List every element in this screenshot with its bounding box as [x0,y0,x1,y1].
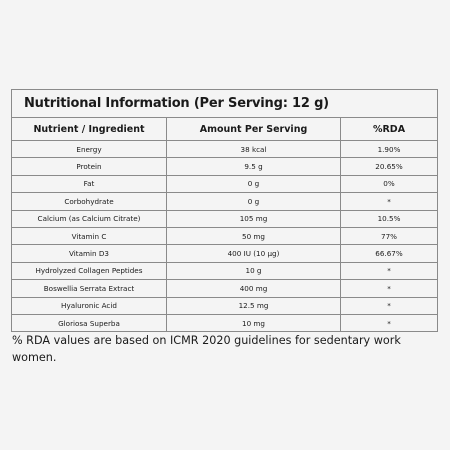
cell-rda: 77% [339,226,439,246]
cell-rda: 66.67% [339,244,439,263]
table-row: Vitamin D3 400 IU (10 µg) 66.67% [11,244,439,263]
cell-amount: 0 g [166,174,341,194]
cell-amount: 10 g [166,261,341,281]
cell-rda: 10.5% [339,209,439,228]
header-amount: Amount Per Serving [166,117,341,141]
header-rda: %RDA [339,117,439,141]
table-row: Protein 9.5 g 20.65% [11,157,439,176]
table-row: Vitamin C 50 mg 77% [11,226,439,246]
cell-nutrient: Hydrolyzed Collagen Peptides [11,261,167,281]
table-row: Hydrolyzed Collagen Peptides 10 g * [11,261,439,281]
table-row: Gloriosa Superba 10 mg * [11,313,439,333]
cell-rda: 0% [339,174,439,194]
cell-nutrient: Gloriosa Superba [11,313,167,333]
cell-nutrient: Energy [11,139,167,159]
cell-amount: 38 kcal [166,139,341,159]
cell-amount: 10 mg [166,313,341,333]
cell-amount: 50 mg [166,226,341,246]
cell-rda: * [339,261,439,281]
cell-nutrient: Fat [11,174,167,194]
nutrition-table: Nutritional Information (Per Serving: 12… [10,89,439,333]
header-nutrient: Nutrient / Ingredient [11,117,167,141]
cell-amount: 400 mg [166,279,341,298]
cell-rda: * [339,313,439,333]
cell-nutrient: Vitamin C [11,226,167,246]
cell-nutrient: Protein [11,157,167,176]
table-title-row: Nutritional Information (Per Serving: 12… [10,89,439,118]
rda-footnote: % RDA values are based on ICMR 2020 guid… [12,334,401,364]
cell-rda: 1.90% [339,139,439,159]
table-row: Fat 0 g 0% [11,174,439,194]
cell-nutrient: Calcium (as Calcium Citrate) [11,209,167,228]
table-row: Hyaluronic Acid 12.5 mg * [11,296,439,315]
table-row: Calcium (as Calcium Citrate) 105 mg 10.5% [11,209,439,228]
cell-amount: 0 g [166,192,341,211]
cell-nutrient: Vitamin D3 [11,244,167,263]
cell-rda: 20.65% [339,157,439,176]
cell-nutrient: Hyaluronic Acid [11,296,167,315]
cell-amount: 400 IU (10 µg) [166,244,341,263]
cell-nutrient: Corbohydrate [11,192,167,211]
table-row: Energy 38 kcal 1.90% [11,139,439,159]
table-title: Nutritional Information (Per Serving: 12… [10,89,439,118]
cell-rda: * [339,296,439,315]
cell-amount: 9.5 g [166,157,341,176]
cell-rda: * [339,192,439,211]
cell-nutrient: Boswellia Serrata Extract [11,279,167,298]
cell-amount: 12.5 mg [166,296,341,315]
cell-rda: * [339,279,439,298]
table-header-row: Nutrient / Ingredient Amount Per Serving… [11,117,439,141]
cell-amount: 105 mg [166,209,341,228]
table-row: Boswellia Serrata Extract 400 mg * [11,279,439,298]
table-row: Corbohydrate 0 g * [11,192,439,211]
